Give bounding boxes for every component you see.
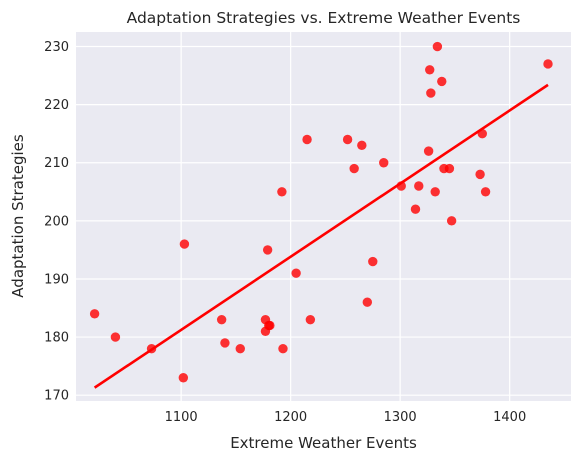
data-point xyxy=(426,88,436,98)
x-tick-label: 1200 xyxy=(274,410,307,425)
y-axis-label: Adaptation Strategies xyxy=(9,134,27,298)
data-point xyxy=(432,41,443,52)
x-tick-label: 1400 xyxy=(493,410,526,425)
data-point xyxy=(278,344,288,354)
data-point xyxy=(357,140,367,151)
y-tick-label: 230 xyxy=(44,40,69,55)
regression-line-layer xyxy=(93,83,549,389)
data-point xyxy=(265,320,275,331)
x-tick-label: 1100 xyxy=(165,410,198,425)
data-point xyxy=(480,187,491,197)
data-point xyxy=(89,309,100,319)
data-point xyxy=(379,158,389,168)
chart-title: Adaptation Strategies vs. Extreme Weathe… xyxy=(127,9,521,27)
data-point xyxy=(396,181,406,191)
y-tick-label: 190 xyxy=(44,272,69,287)
data-point xyxy=(110,332,121,342)
y-tick-label: 170 xyxy=(44,389,69,404)
data-point xyxy=(262,245,273,255)
x-tick-label: 1300 xyxy=(384,410,417,425)
data-point xyxy=(291,268,301,278)
data-point xyxy=(146,344,157,354)
x-axis-ticks: 1100 1200 1300 1400 xyxy=(165,410,527,425)
data-point xyxy=(446,216,457,226)
data-point xyxy=(349,163,359,174)
grid-lines xyxy=(76,32,571,401)
data-point xyxy=(178,373,189,383)
data-point xyxy=(362,297,373,307)
x-axis-label: Extreme Weather Events xyxy=(230,434,417,452)
data-point xyxy=(543,59,553,69)
data-point xyxy=(277,187,287,197)
data-point xyxy=(414,181,424,191)
data-point xyxy=(305,314,316,325)
data-point xyxy=(444,163,455,174)
data-point xyxy=(368,256,378,267)
regression-line xyxy=(93,83,549,389)
data-point xyxy=(179,239,190,249)
data-point xyxy=(235,344,245,354)
y-axis-ticks: 170 180 190 200 210 220 230 xyxy=(44,40,69,404)
data-point xyxy=(437,76,447,87)
data-point xyxy=(425,65,435,75)
y-tick-label: 220 xyxy=(44,98,69,113)
data-point xyxy=(477,128,487,139)
data-point xyxy=(216,314,227,325)
plot-background xyxy=(76,32,571,401)
data-point xyxy=(410,204,421,214)
data-points xyxy=(89,41,553,383)
data-point xyxy=(342,134,353,145)
y-tick-label: 200 xyxy=(44,214,69,229)
y-tick-label: 180 xyxy=(44,331,69,346)
data-point xyxy=(430,187,440,197)
data-point xyxy=(302,134,312,145)
data-point xyxy=(220,338,230,348)
data-point xyxy=(475,169,485,180)
y-tick-label: 210 xyxy=(44,156,69,171)
data-point xyxy=(423,146,434,156)
